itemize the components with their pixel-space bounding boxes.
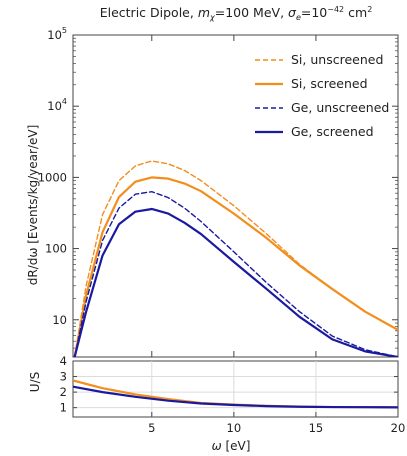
x-tick-label: 20 [391, 421, 406, 435]
y-tick-label: 105 [47, 26, 67, 42]
legend-label: Ge, screened [291, 124, 374, 139]
x-tick-label: 15 [309, 421, 324, 435]
y-tick-label: 104 [47, 97, 67, 113]
ratio-series-group [73, 379, 398, 409]
ratio-y-tick-label: 3 [60, 370, 67, 384]
main-plot-frame [72, 34, 399, 358]
ratio-y-tick-label: 1 [60, 401, 67, 415]
series-si-unscreened-line [73, 160, 398, 357]
y-tick-label: 10 [52, 313, 67, 327]
ratio-y-axis-label: U/S [28, 372, 42, 392]
legend: Si, unscreened Si, screened Ge, unscreened… [255, 52, 389, 139]
x-axis-label: ω [eV] [212, 439, 251, 453]
legend-label: Si, unscreened [291, 52, 383, 67]
series-ge-screened-line [73, 207, 398, 357]
ratio-ge-line [73, 385, 398, 409]
legend-label: Ge, unscreened [291, 100, 389, 115]
x-tick-label: 10 [227, 421, 242, 435]
y-tick-label: 1000 [38, 170, 67, 184]
series-si-screened-line [73, 176, 398, 357]
ratio-plot-frame [72, 360, 399, 418]
series-ge-unscreened-line [73, 190, 398, 357]
y-tick-label: 100 [45, 242, 67, 256]
ratio-panel: 5 10 15 20 1 23 4 [60, 354, 406, 435]
main-series-group [73, 160, 398, 357]
legend-label: Si, screened [291, 76, 368, 91]
main-panel: 10 100 1000 104 105 [38, 26, 399, 358]
x-tick-label: 5 [148, 421, 155, 435]
ratio-y-tick-label: 2 [60, 385, 67, 399]
y-axis-label: dR/dω [Events/kg/year/eV] [26, 125, 40, 286]
ratio-y-tick-label: 4 [60, 354, 67, 368]
chart-title: Electric Dipole, mχ=100 MeV, σe=10−42 cm… [100, 5, 373, 22]
